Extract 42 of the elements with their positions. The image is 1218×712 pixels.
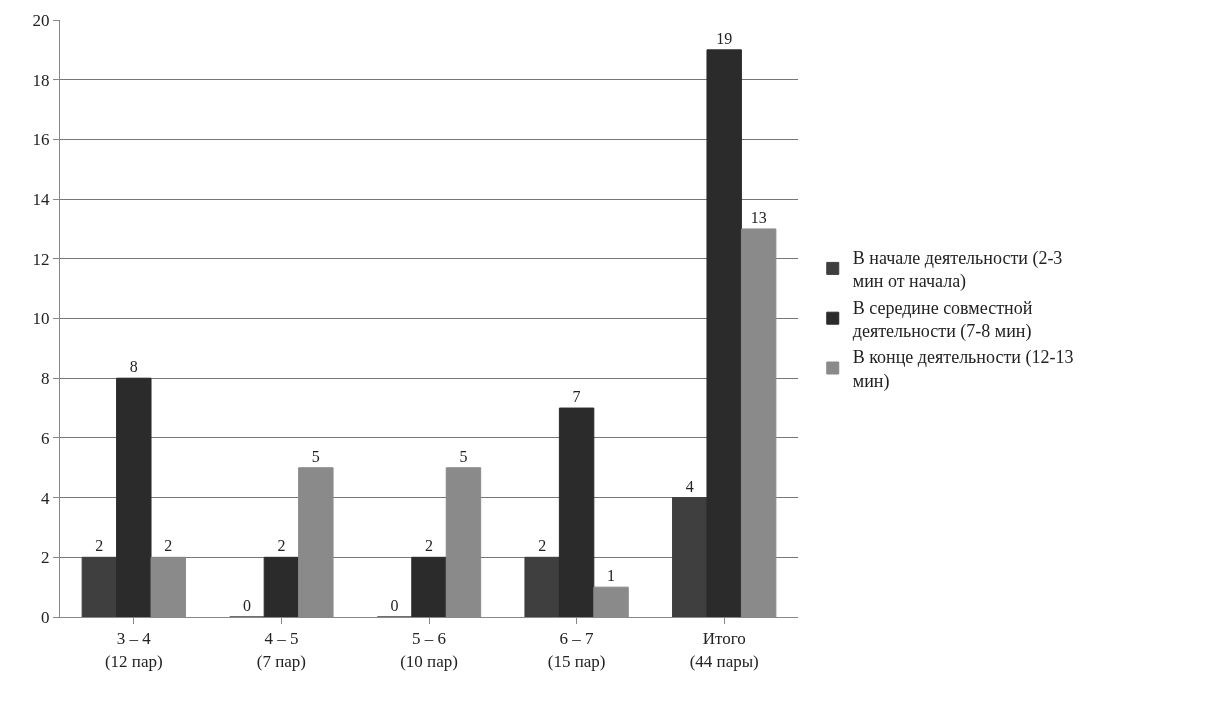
data-label: 2 [538, 537, 547, 555]
legend-label: В начале деятельности (2-3 мин от начала) [852, 247, 1063, 293]
x-tick-label: 3 – 4 (12 пар) [104, 629, 163, 671]
data-label: 7 [572, 388, 581, 406]
bar [411, 556, 447, 617]
bar [558, 407, 595, 617]
bar [706, 49, 742, 617]
y-tick-label: 20 [32, 10, 50, 30]
data-label: 13 [750, 208, 767, 226]
data-label: 2 [164, 537, 173, 555]
y-tick-label: 6 [41, 428, 50, 448]
bar [263, 556, 300, 617]
y-tick-label: 18 [32, 70, 50, 90]
data-label: 5 [311, 447, 320, 465]
y-tick-label: 4 [41, 488, 51, 508]
legend-label: В конце деятельности (12-13 мин) [852, 347, 1074, 392]
data-label: 4 [685, 477, 694, 495]
x-tick-label: 4 – 5 (7 пар) [256, 629, 307, 671]
y-tick-label: 8 [41, 369, 50, 389]
y-tick-label: 12 [32, 249, 50, 269]
data-label: 2 [277, 537, 286, 555]
bar [672, 497, 708, 617]
x-tick-label: 6 – 7 (15 пар) [547, 629, 606, 671]
y-tick-label: 14 [32, 190, 51, 210]
bar [524, 556, 560, 617]
bar [116, 377, 152, 617]
y-tick-label: 0 [41, 607, 50, 627]
data-label: 5 [459, 447, 468, 465]
y-tick-label: 2 [41, 548, 50, 568]
data-label: 8 [129, 358, 138, 376]
y-tick-label: 16 [32, 130, 50, 150]
data-label: 2 [95, 537, 104, 555]
data-label: 0 [242, 597, 251, 614]
y-tick-label: 10 [32, 309, 50, 329]
data-label: 2 [425, 537, 433, 555]
bar [81, 556, 118, 617]
legend-label: В середине совместной деятельности (7-8 мин) [852, 297, 1033, 342]
x-tick-label: Итого (44 пары) [689, 629, 759, 671]
data-label: 19 [716, 29, 733, 47]
x-tick-label: 5 – 6 (10 пар) [400, 629, 458, 671]
data-label: 1 [607, 567, 616, 585]
data-label: 0 [390, 597, 399, 614]
